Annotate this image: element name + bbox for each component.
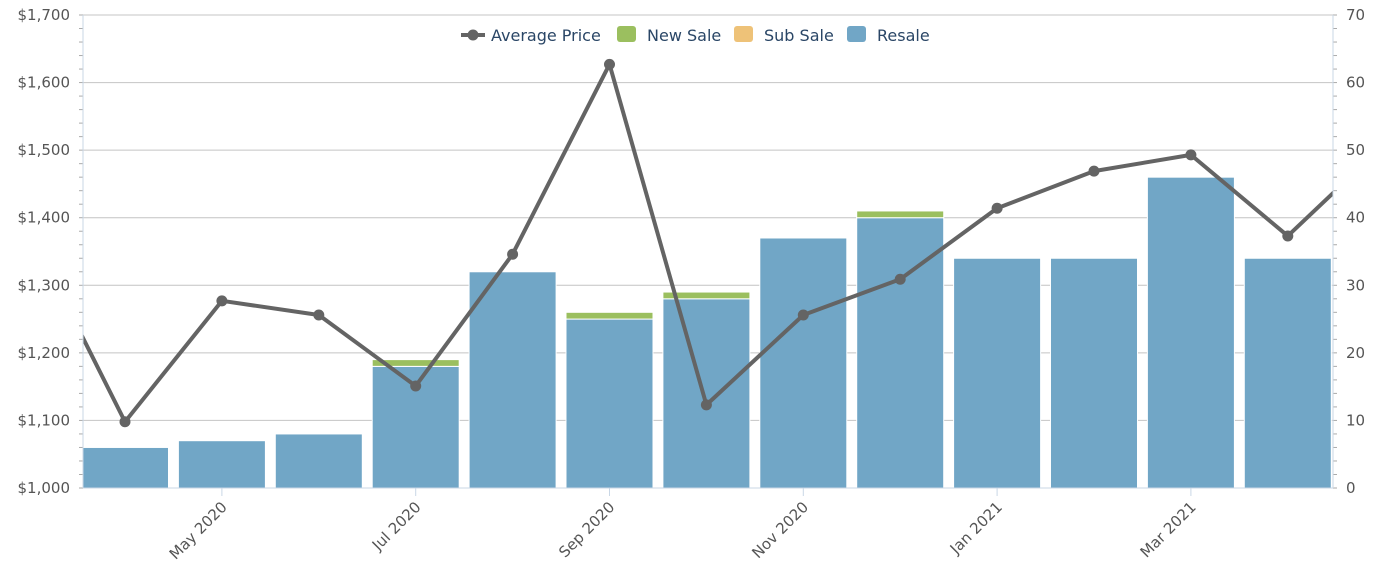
y-left-tick-label: $1,100 <box>18 411 71 429</box>
y-right-tick-label: 40 <box>1346 209 1365 227</box>
line-point[interactable] <box>991 202 1003 214</box>
bar-resale[interactable] <box>177 440 266 489</box>
bar-resale[interactable] <box>1243 257 1332 489</box>
line-point[interactable] <box>507 248 519 260</box>
legend-label: Average Price <box>491 26 601 45</box>
y-left-tick-label: $1,200 <box>18 344 71 362</box>
y-right-tick-label: 20 <box>1346 344 1365 362</box>
legend-item-new-sale[interactable]: New Sale <box>617 26 721 45</box>
bar-resale[interactable] <box>662 298 751 489</box>
y-right-tick-label: 30 <box>1346 276 1365 294</box>
bar-resale[interactable] <box>468 271 557 489</box>
average-price-line <box>83 58 1333 428</box>
x-tick-label: Jul 2020 <box>368 498 425 555</box>
x-tick-label: Jan 2021 <box>946 498 1006 558</box>
y-right-tick-label: 0 <box>1346 479 1356 497</box>
line-point[interactable] <box>410 380 422 392</box>
line-point[interactable] <box>797 309 809 321</box>
legend-swatch-icon <box>617 26 636 42</box>
line-point[interactable] <box>1088 165 1100 177</box>
bar-resale[interactable] <box>565 318 654 489</box>
legend-swatch-icon <box>734 26 753 42</box>
legend-label: Resale <box>877 26 930 45</box>
legend-swatch-icon <box>847 26 866 42</box>
line-point[interactable] <box>1185 149 1197 161</box>
x-tick-label: Sep 2020 <box>555 498 618 561</box>
bar-new-sale[interactable] <box>371 359 460 367</box>
y-right-tick-label: 70 <box>1346 6 1365 24</box>
y-left-tick-label: $1,400 <box>18 209 71 227</box>
bar-new-sale[interactable] <box>565 311 654 320</box>
x-tick-label: Mar 2021 <box>1137 498 1200 561</box>
y-left-tick-label: $1,500 <box>18 141 71 159</box>
bar-resale[interactable] <box>82 446 169 489</box>
bar-new-sale[interactable] <box>662 291 751 300</box>
line-point[interactable] <box>216 295 228 307</box>
line-point[interactable] <box>313 309 325 321</box>
y-right-tick-label: 10 <box>1346 411 1365 429</box>
y-left-tick-label: $1,600 <box>18 74 71 92</box>
bar-resale[interactable] <box>953 257 1042 489</box>
x-tick-label: Nov 2020 <box>748 498 812 562</box>
bar-resale[interactable] <box>274 433 363 489</box>
line-point[interactable] <box>119 416 131 428</box>
bar-new-sale[interactable] <box>856 210 945 219</box>
legend-label: Sub Sale <box>764 26 834 45</box>
y-left-tick-label: $1,000 <box>18 479 71 497</box>
legend-item-average-price[interactable]: Average Price <box>461 26 601 45</box>
bars <box>82 176 1332 489</box>
y-right-tick-label: 50 <box>1346 141 1365 159</box>
bar-resale[interactable] <box>856 217 945 489</box>
legend-label: New Sale <box>647 26 721 45</box>
line-point[interactable] <box>700 399 712 411</box>
line-point[interactable] <box>604 58 615 70</box>
bar-resale[interactable] <box>1146 176 1235 489</box>
legend-item-sub-sale[interactable]: Sub Sale <box>734 26 834 45</box>
y-left-tick-label: $1,300 <box>18 276 71 294</box>
y-left-tick-label: $1,700 <box>18 6 71 24</box>
x-tick-label: May 2020 <box>166 498 231 563</box>
bar-resale[interactable] <box>1050 257 1138 489</box>
line-point[interactable] <box>894 273 906 285</box>
legend-item-resale[interactable]: Resale <box>847 26 930 45</box>
legend: Average Price New Sale Sub Sale Resale <box>461 26 930 45</box>
y-right-tick-label: 60 <box>1346 74 1365 92</box>
bar-resale[interactable] <box>759 237 848 489</box>
legend-marker-icon <box>467 29 479 41</box>
line-point[interactable] <box>1282 230 1294 242</box>
